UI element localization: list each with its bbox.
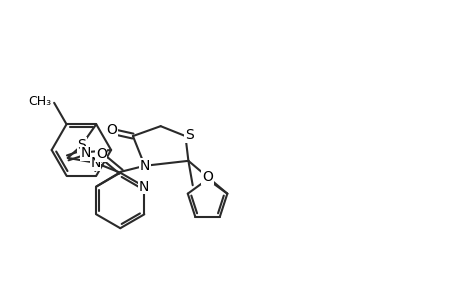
Text: N: N — [90, 156, 101, 170]
Text: S: S — [78, 138, 86, 152]
Text: S: S — [185, 128, 193, 142]
Text: N: N — [140, 159, 150, 173]
Text: O: O — [95, 147, 106, 161]
Text: O: O — [106, 123, 118, 137]
Text: N: N — [80, 146, 90, 160]
Text: N: N — [138, 180, 149, 194]
Text: CH₃: CH₃ — [28, 95, 51, 108]
Text: O: O — [202, 170, 213, 184]
